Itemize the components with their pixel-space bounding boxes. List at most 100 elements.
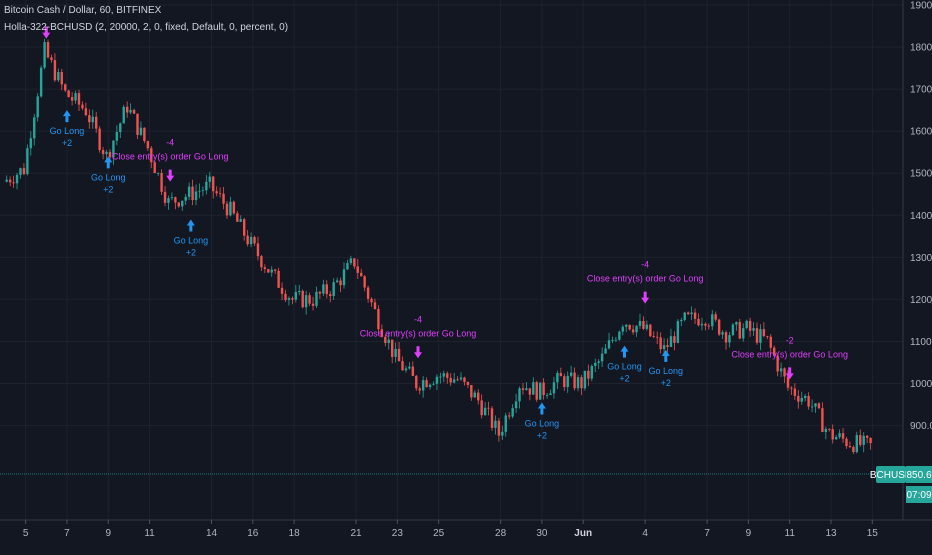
- candle-body: [731, 324, 735, 336]
- candle-body: [563, 376, 566, 388]
- time-tick-label: 9: [105, 528, 111, 539]
- candle-body: [666, 345, 669, 347]
- candle-body: [597, 361, 600, 363]
- candle-body: [638, 321, 642, 326]
- candle-body: [287, 298, 291, 300]
- candle-body: [249, 237, 253, 245]
- signal-qty: -4: [414, 314, 422, 324]
- candle-body: [776, 355, 779, 372]
- time-tick-label: 13: [825, 528, 837, 539]
- candle-body: [728, 335, 731, 343]
- signal-qty: +2: [186, 248, 196, 258]
- candle-body: [611, 339, 614, 341]
- candle-body: [508, 415, 511, 417]
- price-tick-label: 1600.0: [910, 127, 932, 138]
- candle-body: [834, 437, 838, 440]
- study-title[interactable]: Holla-322-BCHUSD (2, 20000, 2, 0, fixed,…: [4, 22, 289, 33]
- signal-label: Close entry(s) order Go Long: [112, 152, 229, 162]
- candle-body: [652, 336, 655, 337]
- candle-body: [704, 323, 707, 326]
- candle-body: [442, 373, 446, 377]
- candle-body: [466, 382, 470, 385]
- candle-body: [194, 191, 198, 201]
- candle-body: [631, 329, 635, 333]
- candle-body: [404, 368, 408, 371]
- candle-body: [477, 392, 480, 401]
- candle-body: [525, 388, 528, 390]
- candle-body: [46, 42, 50, 58]
- price-scale[interactable]: 1900.0 1800.0 1700.0 1600.0 1500.0 1400.0 1300…: [910, 1, 932, 433]
- candle-body: [191, 186, 194, 201]
- candle-body: [680, 319, 683, 322]
- candle-body: [645, 324, 649, 329]
- candle-body: [170, 197, 174, 199]
- candle-body: [738, 322, 741, 339]
- candle-body: [711, 314, 714, 327]
- candle-body: [291, 298, 294, 300]
- price-tick-label: 1400.0: [910, 211, 932, 222]
- candle-body: [153, 162, 156, 174]
- candle-body: [659, 337, 662, 350]
- candle-body: [363, 276, 366, 288]
- candle-body: [831, 429, 834, 440]
- candle-body: [421, 380, 425, 391]
- candles: [5, 38, 872, 455]
- candle-body: [77, 93, 81, 105]
- candle-body: [353, 258, 356, 267]
- price-tick-label: 900.0: [910, 421, 932, 432]
- signal-qty: +2: [661, 378, 671, 388]
- candle-body: [556, 372, 559, 383]
- price-tick-label: 1900.0: [910, 1, 932, 12]
- current-price-text: 850.6: [906, 470, 931, 481]
- candle-body: [793, 388, 797, 396]
- candle-body: [693, 312, 697, 319]
- current-price-tag: [906, 466, 932, 483]
- close-arrow-icon: [785, 367, 794, 380]
- candle-body: [511, 408, 514, 417]
- candle-body: [714, 314, 717, 320]
- candle-body: [532, 382, 535, 395]
- candle-body: [143, 127, 146, 142]
- candle-body: [201, 190, 205, 192]
- candle-body: [446, 373, 449, 378]
- candle-body: [449, 377, 452, 383]
- candle-body: [587, 370, 590, 379]
- candle-body: [852, 447, 855, 453]
- candle-body: [418, 388, 421, 391]
- candle-body: [707, 325, 711, 327]
- grid: [0, 0, 903, 520]
- price-tick-label: 1700.0: [910, 85, 932, 96]
- signal-label: Close entry(s) order Go Long: [731, 349, 848, 359]
- candle-body: [755, 328, 759, 343]
- candle-body: [390, 339, 394, 357]
- candle-body: [311, 303, 315, 306]
- candle-body: [236, 213, 239, 222]
- time-tick-label: 21: [350, 528, 362, 539]
- candle-body: [790, 387, 793, 389]
- candle-body: [470, 384, 473, 398]
- symbol-title[interactable]: Bitcoin Cash / Dollar, 60, BITFINEX: [4, 5, 162, 16]
- candle-body: [81, 104, 84, 109]
- candle-body: [683, 312, 686, 320]
- candle-body: [800, 397, 803, 402]
- time-tick-label: 28: [495, 528, 507, 539]
- candle-body: [88, 115, 91, 123]
- candle-body: [208, 176, 211, 182]
- candle-body: [39, 67, 43, 97]
- candle-body: [43, 42, 46, 68]
- candle-body: [735, 322, 738, 325]
- candle-body: [150, 148, 153, 163]
- candle-body: [174, 197, 177, 203]
- time-tick-label: 7: [704, 528, 710, 539]
- candle-body: [576, 377, 580, 389]
- candle-body: [773, 347, 776, 356]
- price-tick-label: 1800.0: [910, 43, 932, 54]
- time-axis[interactable]: 5 7 9 11 14 16 18 21 23 25 28 30 Jun 4 7 9 11 13 15: [23, 520, 878, 539]
- signal-qty: +2: [619, 374, 629, 384]
- close-arrow-icon: [42, 26, 51, 39]
- close-arrow-icon: [414, 346, 422, 359]
- time-tick-label: 11: [785, 528, 796, 539]
- long-arrow-icon: [620, 345, 629, 358]
- candle-body: [635, 325, 638, 333]
